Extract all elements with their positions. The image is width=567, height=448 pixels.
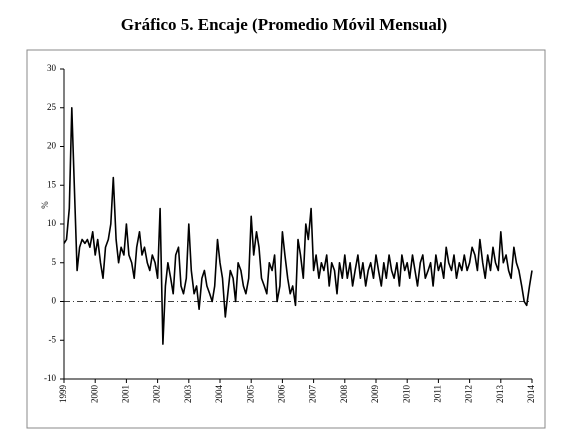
y-tick-label: 20 — [47, 141, 57, 151]
x-tick-label: 2014 — [526, 385, 536, 404]
y-axis-label: % — [40, 201, 50, 209]
x-tick-label: 2003 — [183, 385, 193, 404]
x-tick-label: 2007 — [308, 385, 318, 404]
x-tick-label: 2006 — [276, 385, 286, 404]
x-tick-label: 2008 — [339, 385, 349, 404]
x-tick-label: 2009 — [370, 385, 380, 404]
y-tick-label: 30 — [47, 63, 57, 73]
chart-title: Gráfico 5. Encaje (Promedio Móvil Mensua… — [121, 15, 447, 34]
x-tick-label: 2011 — [432, 385, 442, 403]
y-tick-label: -10 — [44, 373, 56, 383]
y-tick-label: 15 — [47, 179, 57, 189]
chart-frame — [26, 49, 546, 429]
x-tick-label: 2002 — [152, 385, 162, 403]
y-tick-label: 5 — [52, 257, 57, 267]
x-tick-label: 2012 — [464, 385, 474, 403]
x-tick-label: 2010 — [401, 385, 411, 404]
y-tick-label: 0 — [52, 296, 57, 306]
x-tick-label: 2000 — [89, 385, 99, 404]
y-tick-label: 10 — [47, 218, 57, 228]
x-tick-label: 1999 — [58, 385, 68, 404]
line-series — [63, 106, 533, 345]
x-tick-label: 2005 — [245, 385, 255, 404]
y-tick-label: 25 — [47, 102, 57, 112]
x-tick-label: 2001 — [120, 385, 130, 403]
y-tick-label: -5 — [49, 334, 57, 344]
x-tick-label: 2004 — [214, 385, 224, 404]
x-tick-label: 2013 — [495, 385, 505, 404]
